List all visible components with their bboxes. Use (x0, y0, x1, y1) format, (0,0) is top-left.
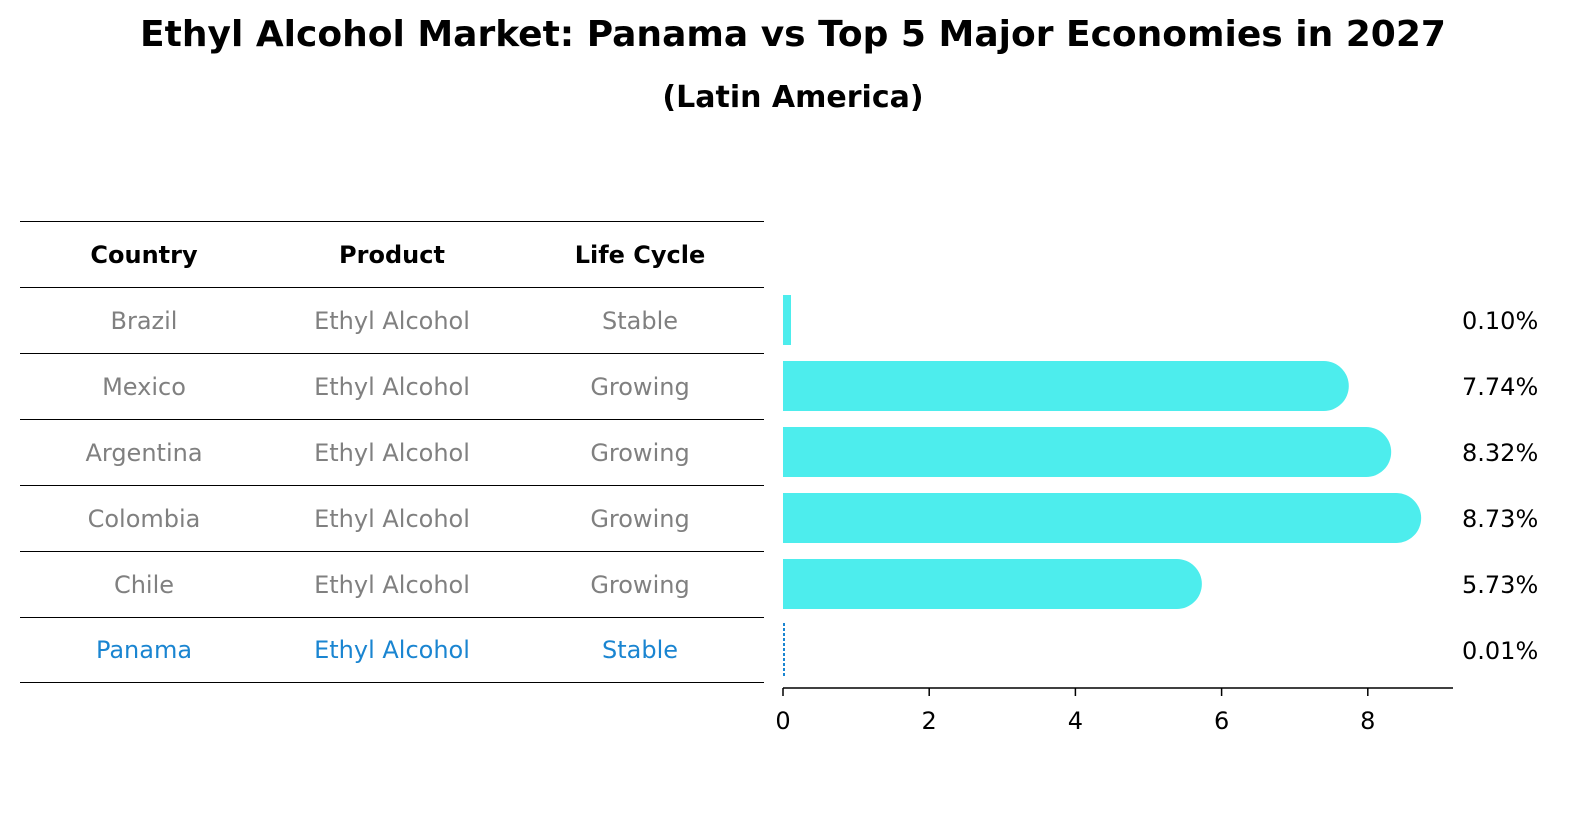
product-cell: Ethyl Alcohol (314, 570, 470, 599)
country-cell: Chile (113, 570, 175, 599)
product-cell: Ethyl Alcohol (314, 372, 470, 401)
x-tick-label: 4 (1068, 707, 1083, 735)
table-row: Colombia Ethyl Alcohol Growing (20, 485, 764, 551)
value-label-colombia: 8.73% (1462, 505, 1538, 533)
header-product: Product (339, 240, 445, 269)
x-tick-label: 2 (922, 707, 937, 735)
value-label-mexico: 7.74% (1462, 373, 1538, 401)
country-cell: Colombia (87, 504, 201, 533)
country-cell: Mexico (102, 372, 186, 401)
product-cell: Ethyl Alcohol (314, 636, 470, 664)
table-row: Brazil Ethyl Alcohol Stable (20, 287, 764, 353)
life-cycle-cell: Growing (590, 504, 690, 533)
life-cycle-cell: Growing (590, 372, 690, 401)
product-cell: Ethyl Alcohol (314, 504, 470, 533)
country-cell: Argentina (85, 438, 203, 467)
bar-chile (783, 559, 1202, 609)
country-cell: Brazil (110, 306, 178, 335)
header-country: Country (90, 240, 198, 269)
country-cell: Panama (95, 636, 193, 664)
life-cycle-cell: Stable (601, 306, 679, 335)
value-label-panama: 0.01% (1462, 637, 1538, 665)
bar-colombia (783, 493, 1422, 543)
life-cycle-cell: Stable (601, 636, 679, 664)
table-header-row: Country Product Life Cycle (20, 221, 764, 287)
market-table: Country Product Life Cycle Brazil Ethyl … (20, 221, 764, 683)
table-row: Chile Ethyl Alcohol Growing (20, 551, 764, 617)
table-row: Mexico Ethyl Alcohol Growing (20, 353, 764, 419)
x-tick-label: 0 (775, 707, 790, 735)
table-row: Argentina Ethyl Alcohol Growing (20, 419, 764, 485)
life-cycle-cell: Growing (590, 438, 690, 467)
value-label-argentina: 8.32% (1462, 439, 1538, 467)
bar-brazil (783, 295, 791, 345)
x-tick-label: 8 (1360, 707, 1375, 735)
value-label-brazil: 0.10% (1462, 307, 1538, 335)
bar-argentina (783, 427, 1392, 477)
chart-subtitle: (Latin America) (662, 80, 924, 115)
table-row-highlighted: Panama Ethyl Alcohol Stable (20, 617, 764, 683)
header-life-cycle: Life Cycle (574, 240, 706, 269)
bar-mexico (783, 361, 1349, 411)
product-cell: Ethyl Alcohol (314, 306, 470, 335)
life-cycle-cell: Growing (590, 570, 690, 599)
value-label-chile: 5.73% (1462, 571, 1538, 599)
product-cell: Ethyl Alcohol (314, 438, 470, 467)
chart-title: Ethyl Alcohol Market: Panama vs Top 5 Ma… (140, 14, 1446, 55)
x-tick-label: 6 (1214, 707, 1229, 735)
